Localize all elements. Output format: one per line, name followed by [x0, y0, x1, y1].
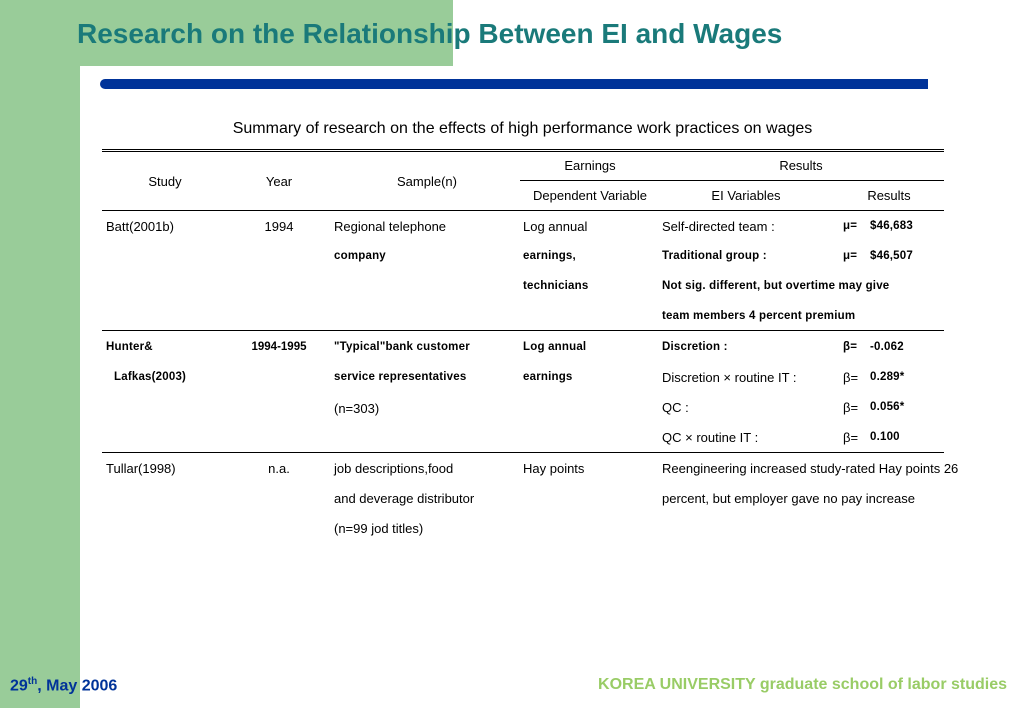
- table-cell-sample: "Typical"bank customer: [334, 341, 470, 353]
- table-cell-ei: percent, but employer gave no pay increa…: [662, 491, 915, 506]
- table-cell-symbol: β=: [843, 430, 859, 445]
- table-cell-ei: QC × routine IT :: [662, 430, 759, 445]
- table-cell-year: 1994-1995: [251, 341, 307, 353]
- table-cell-dependent: earnings,: [523, 250, 576, 262]
- table-cell-dependent: technicians: [523, 280, 589, 292]
- header-ei-variables: EI Variables: [711, 188, 781, 203]
- table-cell-symbol: β=: [843, 341, 858, 353]
- table-cell-result: 0.056*: [870, 401, 905, 413]
- table-cell-year: n.a.: [268, 461, 290, 476]
- footer-organization: KOREA UNIVERSITY graduate school of labo…: [598, 676, 1007, 693]
- header-sample: Sample(n): [397, 174, 457, 189]
- table-cell-result: $46,507: [870, 250, 913, 262]
- table-cell-study: Tullar(1998): [106, 461, 176, 476]
- table-cell-symbol: μ=: [843, 250, 858, 262]
- table-cell-dependent: Log annual: [523, 341, 587, 353]
- footer-date: 29th, May 2006: [10, 676, 117, 695]
- slide-title: Research on the Relationship Between EI …: [77, 18, 783, 49]
- header-earnings: Earnings: [564, 158, 616, 173]
- table-cell-sample: (n=99 jod titles): [334, 521, 424, 536]
- table-cell-sample: company: [334, 250, 386, 262]
- table-cell-ei: Reengineering increased study-rated Hay …: [662, 461, 959, 476]
- header-year: Year: [265, 174, 293, 189]
- table-cell-ei: team members 4 percent premium: [662, 310, 856, 322]
- table-cell-ei: Discretion × routine IT :: [662, 370, 797, 385]
- table-cell-ei: Discretion :: [662, 341, 728, 353]
- content-panel: [80, 66, 1023, 708]
- table-cell-symbol: μ=: [843, 220, 858, 232]
- table-cell-sample: and deverage distributor: [334, 491, 475, 506]
- header-results: Results: [867, 188, 911, 203]
- table-cell-dependent: Hay points: [523, 461, 585, 476]
- table-cell-dependent: earnings: [523, 371, 573, 383]
- header-study: Study: [148, 174, 182, 189]
- table-cell-result: 0.100: [870, 431, 900, 443]
- table-caption: Summary of research on the effects of hi…: [232, 120, 813, 137]
- blue-divider-bar: [100, 79, 928, 89]
- table-cell-dependent: Log annual: [523, 219, 588, 234]
- footer-date-suffix: th: [27, 676, 38, 687]
- table-cell-sample: service representatives: [334, 371, 467, 383]
- row-divider-2: [102, 452, 944, 453]
- table-cell-symbol: β=: [843, 400, 859, 415]
- table-cell-result: $46,683: [870, 220, 913, 232]
- header-bottom-rule: [102, 210, 944, 211]
- table-cell-study: Lafkas(2003): [114, 371, 187, 383]
- footer-date-day: 29: [10, 677, 28, 695]
- table-cell-result: 0.289*: [870, 371, 905, 383]
- footer-date-rest: , May 2006: [37, 677, 118, 695]
- table-cell-study: Batt(2001b): [106, 219, 174, 234]
- green-sidebar-decoration: [0, 0, 80, 708]
- table-cell-symbol: β=: [843, 370, 859, 385]
- header-results-group: Results: [779, 158, 823, 173]
- table-cell-sample: job descriptions,food: [334, 461, 454, 476]
- header-sub-rule: [520, 180, 944, 181]
- table-top-rule: [102, 149, 944, 152]
- table-cell-sample: Regional telephone: [334, 219, 447, 234]
- table-cell-ei: Self-directed team :: [662, 219, 775, 234]
- table-cell-sample: (n=303): [334, 401, 380, 416]
- table-cell-ei: QC :: [662, 400, 689, 415]
- table-cell-year: 1994: [264, 219, 294, 234]
- header-dependent-variable: Dependent Variable: [533, 188, 647, 203]
- row-divider-1: [102, 330, 944, 331]
- green-header-decoration: [0, 0, 453, 66]
- table-cell-result: -0.062: [870, 341, 904, 353]
- table-cell-study: Hunter&: [106, 341, 153, 353]
- table-cell-ei: Traditional group :: [662, 250, 767, 262]
- table-cell-ei: Not sig. different, but overtime may giv…: [662, 280, 890, 292]
